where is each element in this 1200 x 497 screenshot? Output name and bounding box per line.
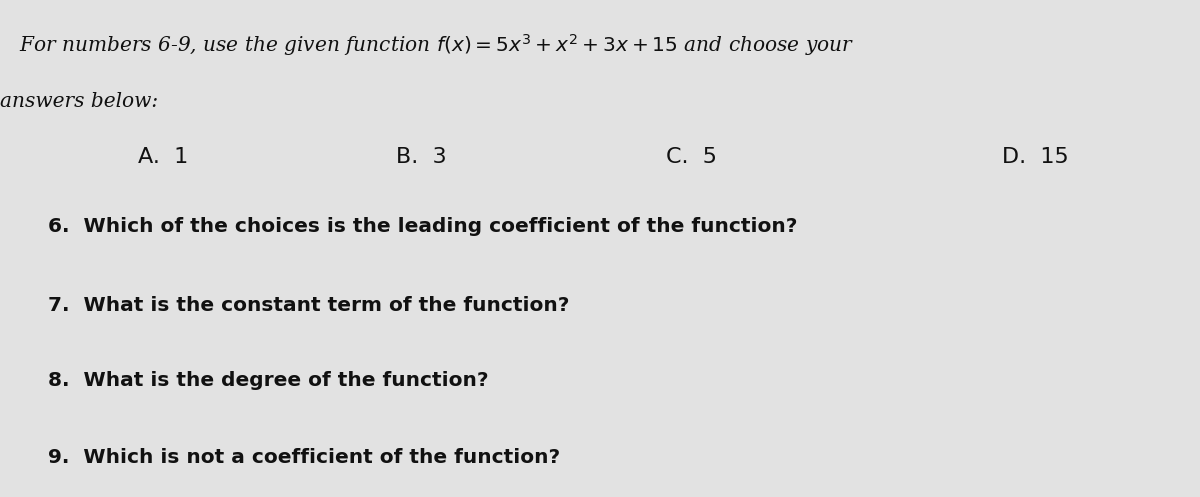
Text: C.  5: C. 5 bbox=[666, 147, 718, 166]
Text: For numbers 6-9, use the given function $f(x) = 5x^3 + x^2 + 3x + 15$ and choose: For numbers 6-9, use the given function … bbox=[0, 32, 854, 58]
Text: 9.  Which is not a coefficient of the function?: 9. Which is not a coefficient of the fun… bbox=[48, 448, 560, 467]
Text: B.  3: B. 3 bbox=[396, 147, 446, 166]
Text: A.  1: A. 1 bbox=[138, 147, 188, 166]
Text: D.  15: D. 15 bbox=[1002, 147, 1069, 166]
Text: 6.  Which of the choices is the leading coefficient of the function?: 6. Which of the choices is the leading c… bbox=[48, 217, 797, 236]
Text: 8.  What is the degree of the function?: 8. What is the degree of the function? bbox=[48, 371, 488, 390]
Text: answers below:: answers below: bbox=[0, 92, 158, 111]
Text: 7.  What is the constant term of the function?: 7. What is the constant term of the func… bbox=[48, 296, 569, 315]
